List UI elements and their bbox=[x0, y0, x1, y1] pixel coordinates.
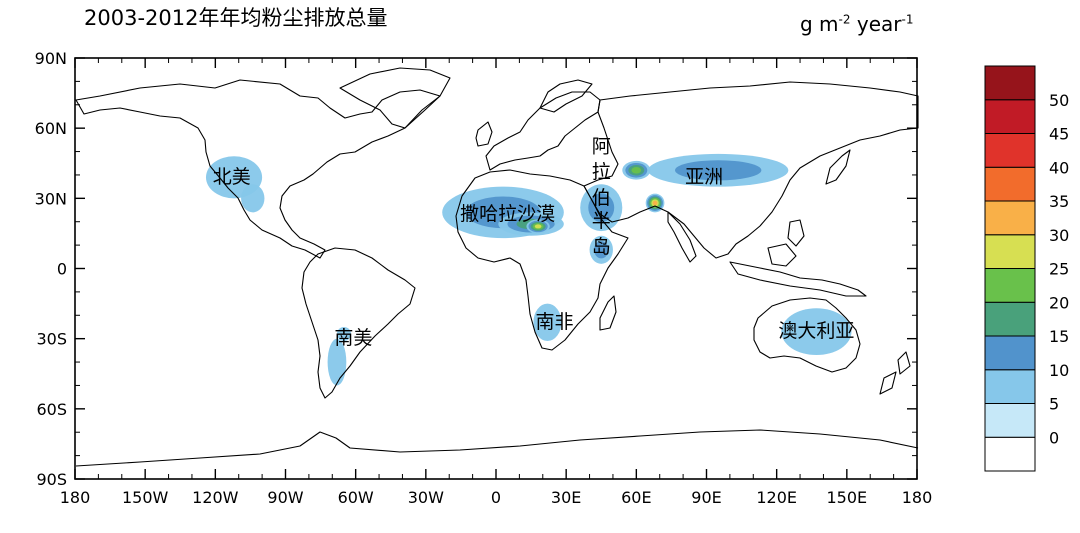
coastline-borneo bbox=[767, 243, 797, 267]
colorbar-swatch-6 bbox=[984, 234, 1036, 269]
dust-field-6-level-6 bbox=[652, 200, 658, 206]
coastline-uk bbox=[475, 121, 493, 147]
x-tick-label-11: 150E bbox=[827, 488, 868, 507]
axis-tick-layer: 180 150W 120W 90W 60W 30W 0 30E 60E 90E 120E 150E 18… bbox=[35, 49, 933, 507]
units-exponent-time: -1 bbox=[901, 12, 914, 27]
colorbar-label-9: 45 bbox=[1049, 125, 1069, 144]
coastline-south-america bbox=[301, 247, 416, 399]
dust-field-4-level-5 bbox=[534, 224, 542, 229]
region-label-6: 岛 bbox=[592, 236, 611, 258]
colorbar-label-3: 15 bbox=[1049, 327, 1069, 346]
colorbar-swatch-4 bbox=[984, 301, 1036, 337]
x-tick-label-3: 90W bbox=[267, 488, 303, 507]
coastline-indonesia bbox=[729, 261, 867, 297]
region-label-4: 伯 bbox=[592, 187, 611, 209]
dust-field-13-level-1 bbox=[336, 326, 351, 342]
colorbar-label-8: 40 bbox=[1049, 158, 1069, 177]
region-label-3: 拉 bbox=[592, 161, 611, 183]
region-label-7: 亚洲 bbox=[685, 166, 723, 188]
y-tick-label-4: 30S bbox=[36, 330, 67, 349]
dust-field-1-level-1 bbox=[241, 184, 265, 213]
colorbar-swatch-10 bbox=[984, 99, 1036, 134]
x-tick-label-1: 150W bbox=[122, 488, 169, 507]
x-tick-label-2: 120W bbox=[192, 488, 239, 507]
x-tick-label-9: 90E bbox=[691, 488, 721, 507]
coastline-layer bbox=[75, 67, 919, 467]
colorbar-label-5: 25 bbox=[1049, 260, 1069, 279]
coastline-japan bbox=[825, 149, 851, 185]
dust-field-10-level-1 bbox=[533, 303, 562, 342]
units-label: g m-2 year-1 bbox=[800, 12, 913, 36]
colorbar-label-4: 20 bbox=[1049, 293, 1069, 312]
region-label-0: 北美 bbox=[213, 166, 251, 188]
colorbar-swatch-1 bbox=[984, 403, 1036, 438]
units-base: g m bbox=[800, 12, 839, 36]
region-label-8: 南非 bbox=[535, 311, 573, 333]
dust-field-layer bbox=[205, 153, 852, 386]
colorbar-label-0: 0 bbox=[1049, 428, 1059, 447]
y-tick-label-1: 60N bbox=[35, 119, 67, 138]
colorbar-swatch-8 bbox=[984, 166, 1036, 202]
dust-field-11-level-1 bbox=[781, 308, 852, 356]
x-tick-label-6: 0 bbox=[491, 488, 501, 507]
coastline-europe bbox=[485, 91, 601, 171]
colorbar-swatch-2 bbox=[984, 369, 1036, 404]
y-tick-label-6: 90S bbox=[36, 470, 67, 489]
y-tick-label-3: 0 bbox=[57, 260, 67, 279]
colorbar-label-2: 10 bbox=[1049, 361, 1069, 380]
map-border bbox=[74, 57, 918, 480]
x-tick-label-7: 30E bbox=[551, 488, 581, 507]
x-tick-label-0: 180 bbox=[60, 488, 91, 507]
map-frame bbox=[74, 57, 918, 480]
dust-field-7-level-2 bbox=[675, 160, 762, 181]
dust-field-5-level-2 bbox=[588, 193, 615, 223]
x-tick-label-10: 120E bbox=[756, 488, 797, 507]
region-label-9: 南美 bbox=[334, 327, 372, 349]
colorbar-swatch-3 bbox=[984, 335, 1036, 371]
units-exponent-area: -2 bbox=[838, 12, 851, 27]
region-label-1: 撒哈拉沙漠 bbox=[460, 203, 555, 225]
region-label-5: 半 bbox=[592, 210, 611, 232]
coastline-philippines bbox=[787, 219, 805, 247]
y-tick-label-0: 90N bbox=[35, 49, 67, 68]
colorbar-swatch-11 bbox=[984, 65, 1036, 101]
coastline-antarctica bbox=[75, 429, 919, 467]
colorbar-label-6: 30 bbox=[1049, 226, 1069, 245]
colorbar-label-1: 5 bbox=[1049, 395, 1059, 414]
colorbar-label-7: 35 bbox=[1049, 192, 1069, 211]
units-time: year bbox=[850, 12, 902, 36]
coastline-madagascar bbox=[599, 295, 617, 331]
colorbar-swatch-7 bbox=[984, 200, 1036, 236]
y-tick-label-5: 60S bbox=[36, 400, 67, 419]
coastline-new-zealand bbox=[879, 351, 911, 395]
region-label-10: 澳大利亚 bbox=[778, 320, 854, 342]
dust-field-8-level-4 bbox=[631, 167, 642, 174]
colorbar-swatch-9 bbox=[984, 133, 1036, 168]
chart-title: 2003-2012年年均粉尘排放总量 bbox=[84, 6, 388, 30]
y-tick-label-2: 30N bbox=[35, 189, 67, 208]
region-label-2: 阿 bbox=[592, 135, 611, 157]
colorbar: 0 5 10 15 20 25 30 35 40 45 50 bbox=[984, 65, 1069, 472]
coastline-greenland bbox=[339, 67, 451, 129]
colorbar-swatch-0 bbox=[984, 436, 1036, 472]
x-tick-label-8: 60E bbox=[621, 488, 651, 507]
colorbar-label-10: 50 bbox=[1049, 91, 1069, 110]
coastline-asia bbox=[583, 81, 919, 259]
dust-field-9-level-2 bbox=[594, 241, 609, 259]
coastline-north-america bbox=[75, 79, 441, 259]
dust-field-12-level-1 bbox=[327, 338, 347, 386]
coastline-australia bbox=[753, 297, 861, 373]
coastline-scandinavia bbox=[539, 79, 593, 113]
colorbar-swatch-5 bbox=[984, 268, 1036, 303]
coastline-india bbox=[667, 211, 697, 263]
x-tick-label-12: 180 bbox=[902, 488, 933, 507]
coastline-africa bbox=[455, 169, 629, 351]
x-tick-label-4: 60W bbox=[338, 488, 374, 507]
x-tick-label-5: 30W bbox=[408, 488, 444, 507]
